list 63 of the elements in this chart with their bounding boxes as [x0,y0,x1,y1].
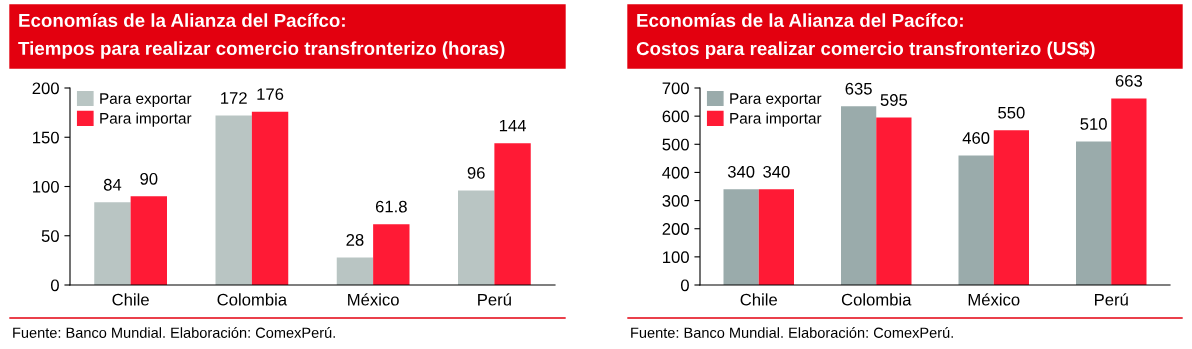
chart-subtitle: Costos para realizar comercio transfronterizo (US$) [636,41,1095,59]
x-tick-label: Perú [1095,293,1128,306]
data-label: 635 [845,82,872,95]
chart-title: Economías de la Alianza del Pacífco: [637,13,963,28]
data-label: 96 [467,167,485,179]
x-tick-label: México [348,293,399,306]
y-tick-label: 200 [32,82,59,95]
bar [723,189,759,285]
chart-subtitle: Tiempos para realizar comercio transfronterizo (horas) [18,41,505,59]
legend-label: Para exportar [100,93,192,107]
bar [758,189,794,285]
data-label: 510 [1080,118,1107,130]
bar [993,130,1029,285]
legend-label: Para exportar [730,93,822,107]
y-tick-label: 150 [33,131,59,144]
bar [1076,141,1112,285]
data-label: 84 [103,178,122,191]
bar [458,190,495,285]
x-tick-label: Colombia [841,293,912,306]
x-tick-label: México [968,293,1020,306]
y-tick-label: 500 [662,138,689,151]
data-label: 28 [346,233,364,246]
bar [1111,98,1147,285]
bar [215,115,252,285]
y-tick-label: 700 [662,82,689,95]
y-tick-label: 0 [680,279,689,292]
bar [841,106,877,285]
x-tick-label: Chile [740,293,777,306]
y-tick-label: 600 [662,110,689,123]
x-tick-label: Perú [478,293,511,306]
y-tick-label: 400 [662,166,689,179]
data-label: 61.8 [375,200,407,213]
y-tick-label: 100 [663,251,689,264]
x-tick-label: Chile [112,293,149,306]
data-label: 340 [763,165,790,178]
y-tick-label: 200 [662,223,689,235]
bar [251,111,289,285]
data-label: 176 [257,88,284,101]
data-label: 340 [727,165,755,178]
data-label: 172 [221,92,247,104]
data-label: 90 [140,172,158,185]
y-tick-label: 50 [41,230,59,242]
data-label: 663 [1115,74,1143,87]
bar [876,117,912,285]
data-label: 144 [499,119,526,132]
bar [373,224,410,285]
source-note: Fuente: Banco Mundial. Elaboración: ComexPerú. [13,327,335,338]
chart-title: Economías de la Alianza del Pacífco: [19,13,345,28]
bar [336,257,374,285]
y-tick-label: 300 [662,194,689,207]
bar [130,196,167,285]
bar [94,202,131,285]
legend-label: Para importar [730,112,822,127]
source-note: Fuente: Banco Mundial. Elaboración: ComexPerú. [631,327,953,338]
y-tick-label: 0 [50,279,59,292]
data-label: 595 [880,94,908,106]
legend-label: Para importar [100,112,192,127]
data-label: 460 [962,132,990,144]
bar [494,143,531,285]
y-tick-label: 100 [33,180,59,193]
bar [958,155,994,285]
data-label: 550 [998,106,1025,119]
x-tick-label: Colombia [217,293,288,306]
